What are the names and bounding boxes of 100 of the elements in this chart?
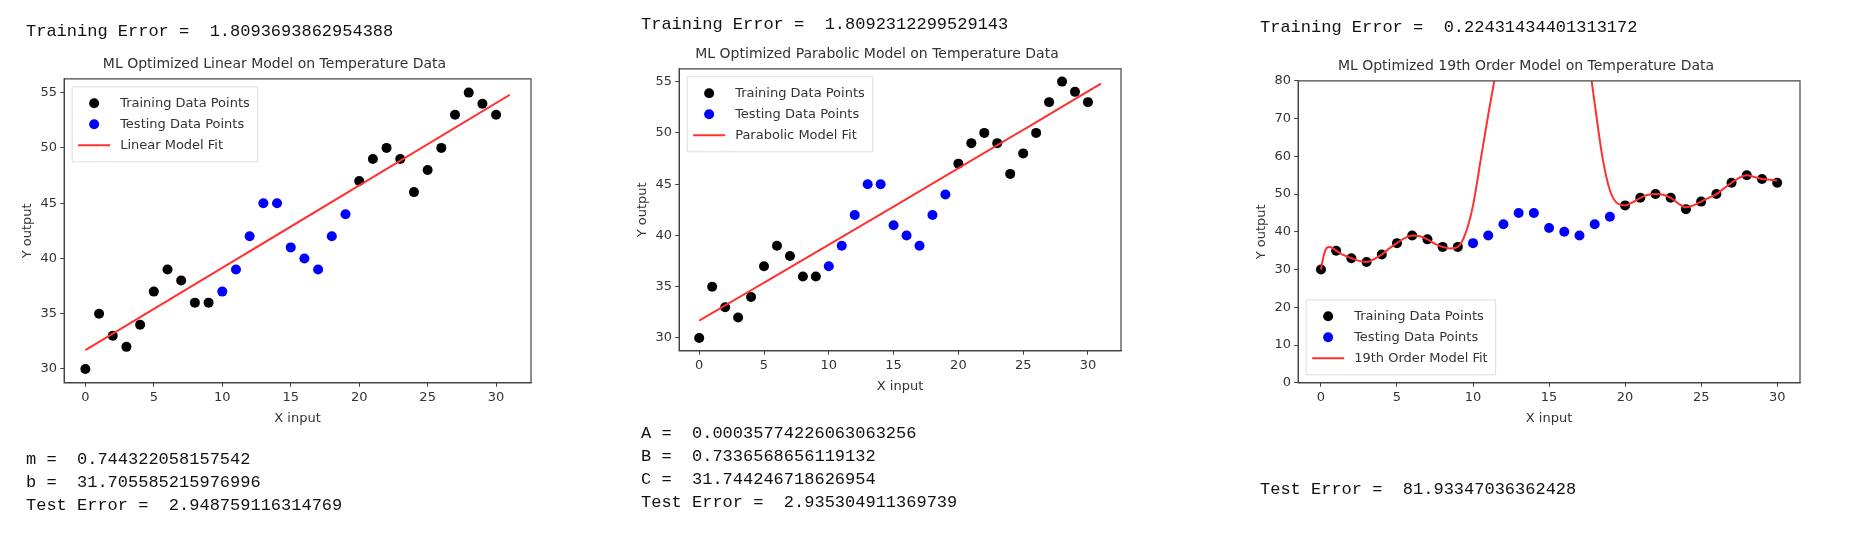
point	[888, 220, 899, 231]
point	[784, 250, 795, 261]
y-tick-label: 45	[655, 175, 673, 191]
point	[694, 332, 705, 343]
point	[189, 297, 200, 308]
point	[810, 271, 821, 282]
x-tick-label: 20	[1616, 388, 1634, 404]
y-tick-label: 55	[655, 72, 673, 88]
text: Training Error = 0.22431434401313172	[1260, 17, 1638, 39]
point	[914, 240, 925, 251]
point	[849, 209, 860, 220]
point	[272, 198, 283, 209]
point	[746, 291, 757, 302]
point	[1031, 127, 1042, 138]
point	[491, 109, 502, 120]
legend-label: Training Data Points	[734, 84, 866, 100]
point	[285, 242, 296, 253]
point	[135, 319, 146, 330]
x-tick-label: 25	[1692, 388, 1710, 404]
x-tick-label: 0	[81, 388, 90, 404]
y-tick-label: 10	[1274, 336, 1292, 352]
point	[1589, 219, 1600, 230]
x-tick-label: 5	[759, 356, 769, 372]
legend-label: Testing Data Points	[119, 115, 245, 131]
point	[759, 261, 770, 272]
x-tick-label: 15	[1540, 388, 1558, 404]
x-tick-label: 0	[695, 356, 704, 372]
legend-label: 19th Order Model Fit	[1354, 349, 1488, 365]
point	[217, 286, 228, 297]
point	[381, 142, 392, 153]
point	[1513, 207, 1524, 218]
legend-label: Testing Data Points	[1353, 328, 1479, 344]
point	[1082, 97, 1093, 108]
y-tick-label: 50	[40, 139, 58, 155]
text: Test Error = 2.935304911369739	[641, 492, 958, 514]
point	[1468, 238, 1479, 249]
point	[230, 264, 241, 275]
point	[1044, 97, 1055, 108]
point	[244, 231, 255, 242]
text: Training Error = 1.8093693862954388	[26, 21, 394, 43]
point	[1498, 219, 1509, 230]
point	[966, 138, 977, 149]
y-tick-label: 55	[40, 83, 58, 99]
point	[823, 261, 834, 272]
point	[148, 286, 159, 297]
text: Test Error = 81.93347036362428	[1260, 479, 1577, 501]
point	[1559, 226, 1570, 237]
x-tick-label: 0	[1316, 388, 1326, 404]
point	[901, 230, 912, 241]
y-tick-label: 0	[1282, 374, 1292, 390]
point	[450, 109, 461, 120]
x-axis-title: X input	[274, 409, 321, 425]
text: A = 0.00035774226063063256	[641, 423, 918, 445]
text: m = 0.744322058157542	[26, 449, 252, 471]
text: C = 31.744246718626954	[641, 469, 877, 491]
y-tick-label: 30	[655, 329, 673, 345]
x-tick-label: 10	[214, 388, 231, 404]
point	[340, 209, 351, 220]
x-tick-label: 10	[1464, 388, 1482, 404]
y-axis-title: Y output	[19, 203, 35, 260]
point	[299, 253, 310, 264]
text: B = 0.7336568656119132	[641, 446, 877, 468]
chart-title: ML Optimized 19th Order Model on Temperature Data	[1337, 57, 1715, 74]
point	[836, 240, 847, 251]
point	[797, 271, 808, 282]
point	[176, 275, 187, 286]
y-tick-label: 50	[655, 124, 673, 140]
y-tick-label: 80	[1274, 72, 1292, 88]
legend-label: Testing Data Points	[734, 105, 860, 121]
x-tick-label: 15	[282, 388, 299, 404]
point	[862, 179, 873, 190]
point	[1018, 148, 1029, 159]
point	[367, 153, 378, 164]
x-tick-label: 30	[487, 388, 505, 404]
y-tick-label: 60	[1274, 147, 1292, 163]
y-tick-label: 20	[1274, 298, 1292, 314]
y-tick-label: 50	[1274, 185, 1292, 201]
y-tick-label: 70	[1274, 109, 1292, 125]
x-tick-label: 5	[149, 388, 158, 404]
point	[80, 363, 91, 374]
text: Test Error = 2.948759116314769	[26, 495, 343, 517]
point	[162, 264, 173, 275]
y-tick-label: 35	[40, 305, 58, 321]
point	[477, 98, 488, 109]
chart-title: ML Optimized Linear Model on Temperature Data	[102, 55, 447, 72]
legend-label: Parabolic Model Fit	[735, 126, 857, 142]
point	[1057, 76, 1068, 87]
point	[927, 209, 938, 220]
legend-label: Training Data Points	[1353, 307, 1485, 323]
text: Training Error = 1.8092312299529143	[641, 14, 1009, 36]
point	[422, 165, 433, 175]
y-tick-label: 40	[1274, 223, 1292, 239]
point	[1544, 223, 1555, 234]
point	[436, 142, 447, 153]
x-axis-title: X input	[1525, 409, 1573, 425]
point	[94, 308, 105, 319]
point	[1070, 86, 1080, 97]
y-axis-title: Y output	[1253, 204, 1269, 261]
point	[1528, 207, 1539, 218]
y-tick-label: 35	[655, 278, 673, 294]
